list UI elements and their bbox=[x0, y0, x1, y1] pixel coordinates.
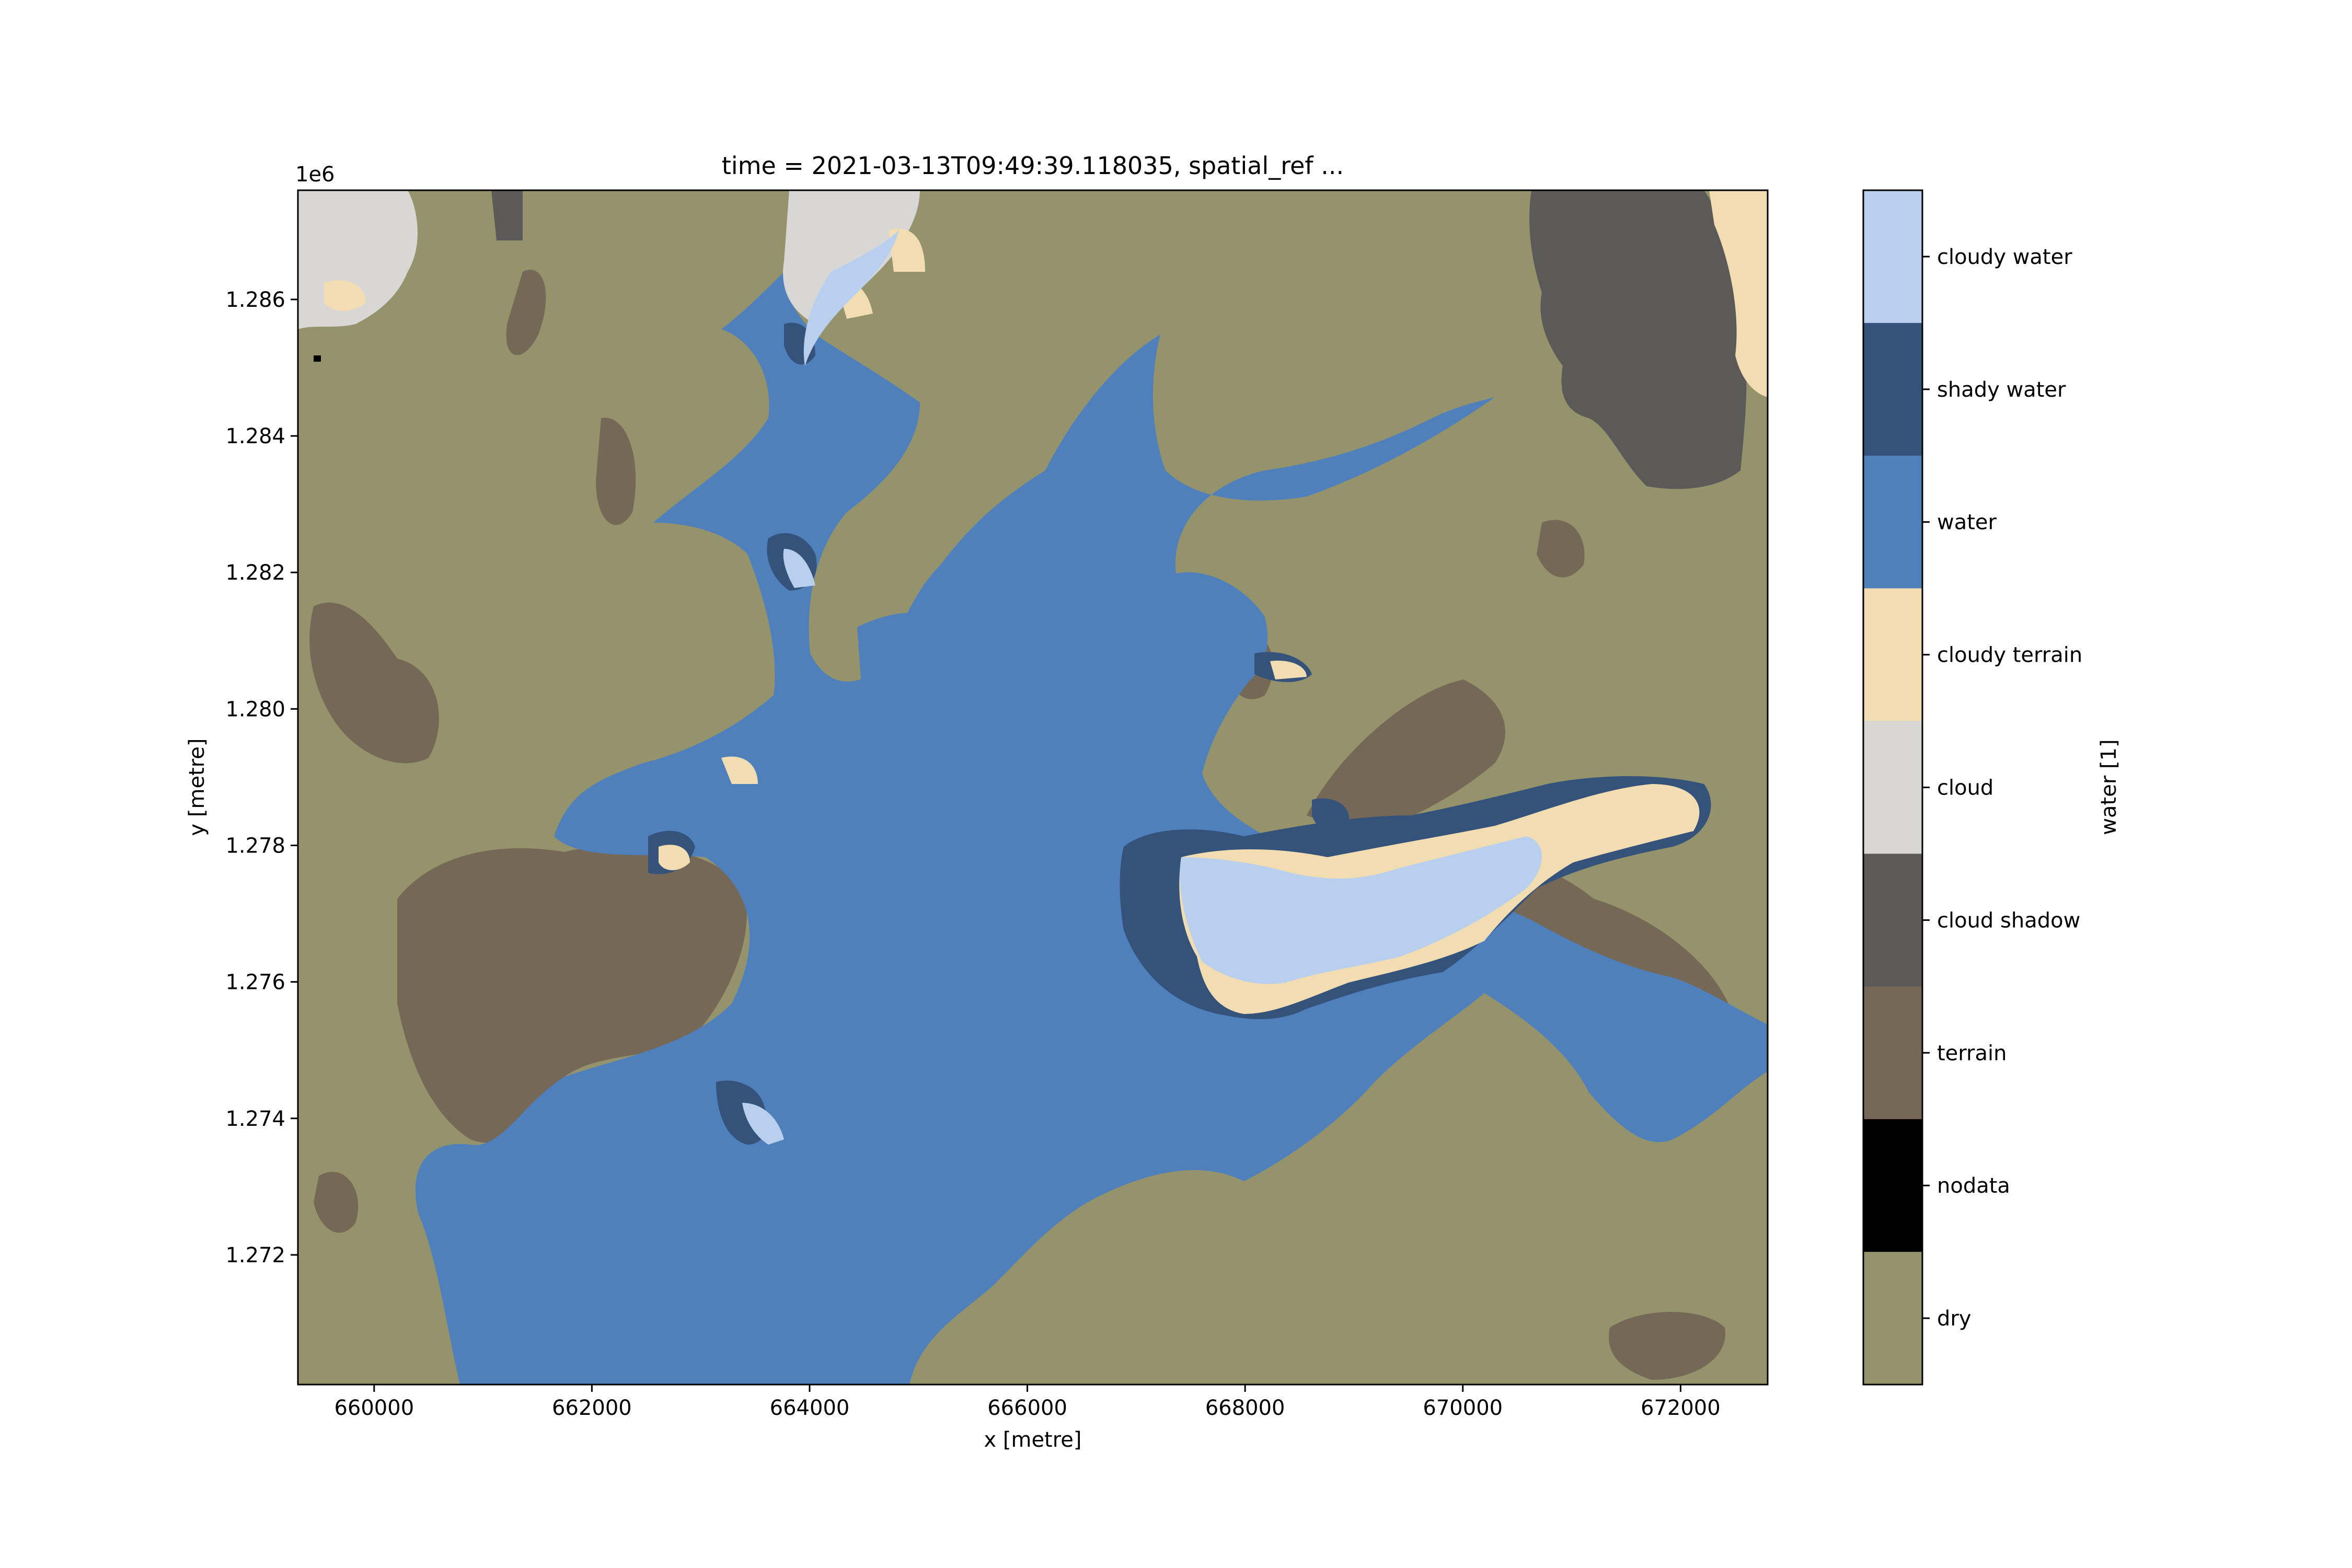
y-tick-label: 1.280 bbox=[225, 697, 285, 721]
colorbar-swatch bbox=[1863, 1119, 1922, 1252]
colorbar: cloudy water shady water water cloudy terra… bbox=[1862, 189, 2121, 1386]
cloudy-terrain-edge bbox=[1709, 190, 1768, 397]
y-tick-label: 1.272 bbox=[225, 1243, 285, 1267]
y-tick-label: 1.282 bbox=[225, 561, 285, 585]
colorbar-swatch bbox=[1863, 721, 1922, 854]
colorbar-class-label: terrain bbox=[1937, 1041, 2007, 1065]
x-tick-label: 668000 bbox=[1205, 1396, 1285, 1420]
x-tick-label: 662000 bbox=[552, 1396, 632, 1420]
map-raster bbox=[298, 190, 1768, 1385]
colorbar-class-label: cloudy terrain bbox=[1937, 643, 2082, 667]
y-tick-label: 1.286 bbox=[225, 288, 285, 312]
colorbar-swatch bbox=[1863, 455, 1922, 589]
small-islands bbox=[314, 228, 1350, 1145]
y-tick-label: 1.284 bbox=[225, 424, 285, 448]
cloud-shadow-top bbox=[491, 190, 523, 240]
colorbar-class-label: dry bbox=[1937, 1307, 1971, 1331]
y-tick-label: 1.274 bbox=[225, 1107, 285, 1131]
colorbar-swatch bbox=[1863, 854, 1922, 987]
colorbar-swatch bbox=[1863, 322, 1922, 456]
colorbar-swatch bbox=[1863, 190, 1922, 324]
y-axis-offset: 1e6 bbox=[295, 163, 335, 187]
colorbar-swatch bbox=[1863, 1252, 1922, 1385]
colorbar-class-label: cloud shadow bbox=[1937, 908, 2080, 932]
x-tick-label: 660000 bbox=[334, 1396, 414, 1420]
colorbar-swatch bbox=[1863, 588, 1922, 722]
colorbar-class-label: cloudy water bbox=[1937, 245, 2072, 269]
map-title: time = 2021-03-13T09:49:39.118035, spati… bbox=[722, 152, 1344, 180]
y-tick-label: 1.278 bbox=[225, 834, 285, 858]
x-tick-label: 670000 bbox=[1423, 1396, 1503, 1420]
x-axis: 660000 662000 664000 666000 668000 670000 6720… bbox=[334, 1385, 1721, 1452]
x-tick-label: 666000 bbox=[987, 1396, 1067, 1420]
x-axis-label: x [metre] bbox=[984, 1428, 1081, 1452]
cloud-top-center bbox=[783, 190, 920, 324]
cloud-shadow-region bbox=[1529, 190, 1747, 489]
colorbar-class-label: nodata bbox=[1937, 1174, 2010, 1198]
y-tick-label: 1.276 bbox=[225, 971, 285, 995]
colorbar-label: water [1] bbox=[2097, 739, 2121, 835]
colorbar-swatch bbox=[1863, 986, 1922, 1120]
colorbar-class-label: cloud bbox=[1937, 776, 1993, 800]
colorbar-class-label: shady water bbox=[1937, 378, 2066, 402]
plot-frame bbox=[297, 189, 1769, 1386]
y-axis: 1.272 1.274 1.276 1.278 1.280 1.282 1.284 1.286… bbox=[185, 163, 335, 1267]
x-tick-label: 672000 bbox=[1641, 1396, 1721, 1420]
x-tick-label: 664000 bbox=[770, 1396, 850, 1420]
y-axis-label: y [metre] bbox=[185, 738, 209, 836]
cloudy-region bbox=[1120, 776, 1711, 1019]
colorbar-class-label: water bbox=[1937, 511, 1997, 535]
